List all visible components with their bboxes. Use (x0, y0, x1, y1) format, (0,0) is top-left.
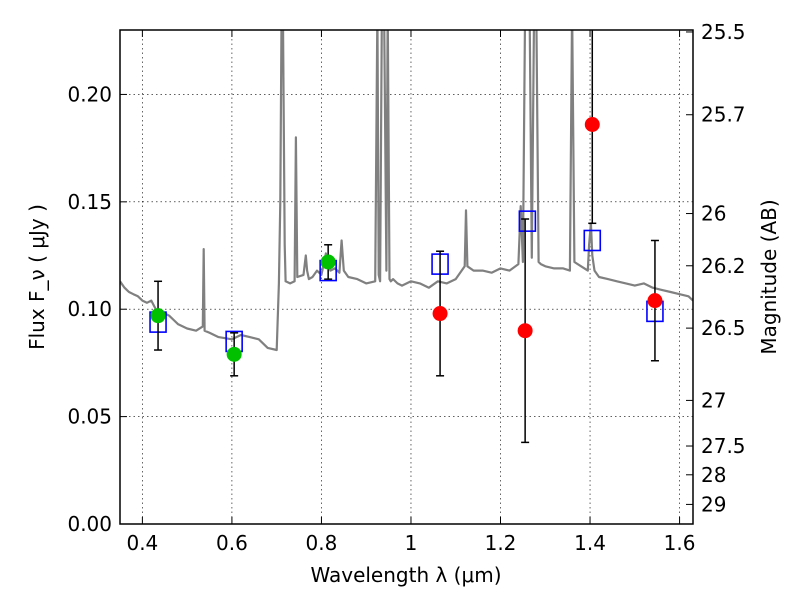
space-photometry-point (517, 323, 533, 339)
space-photometry-point (584, 117, 600, 133)
grid (120, 30, 693, 525)
y-axis-title: Flux F_ν ( μJy ) (25, 204, 49, 350)
ground-photometry-point (150, 308, 166, 324)
x-tick-label: 1.2 (485, 531, 517, 555)
magnitude-tick-label: 27 (701, 388, 726, 412)
model-box (583, 229, 602, 252)
y-tick-label: 0.00 (67, 512, 112, 536)
ground-photometry-point (320, 254, 336, 270)
magnitude-axis-title: Magnitude (AB) (757, 199, 781, 354)
x-tick-label: 0.6 (216, 531, 248, 555)
magnitude-tick-label: 26 (701, 202, 726, 226)
y-axis-ticks: 0.00 0.05 0.10 0.15 0.20 (67, 82, 127, 536)
magnitude-tick-label: 27.5 (701, 434, 746, 458)
space-photometry-point (647, 293, 663, 309)
x-axis-title: Wavelength λ (μm) (310, 563, 501, 587)
x-tick-label: 1 (405, 531, 418, 555)
magnitude-tick-label: 25.7 (701, 103, 746, 127)
magnitude-tick-label: 29 (701, 492, 726, 516)
magnitude-tick-label: 26.2 (701, 254, 746, 278)
y-tick-label: 0.05 (67, 405, 112, 429)
y-tick-label: 0.10 (67, 297, 112, 321)
y-tick-label: 0.20 (67, 82, 112, 106)
y-tick-label: 0.15 (67, 190, 112, 214)
x-tick-label: 0.8 (306, 531, 338, 555)
model-box (518, 210, 537, 232)
x-tick-label: 0.4 (126, 531, 158, 555)
x-axis-ticks: 0.4 0.6 0.8 1 1.2 1.4 1.6 (126, 30, 695, 555)
plot-background (120, 30, 693, 524)
ground-photometry-point (226, 346, 242, 362)
space-photometry-point (432, 306, 448, 322)
plot-frame (119, 29, 694, 525)
template-spectrum (120, 30, 693, 352)
spectrum-line (120, 30, 693, 352)
magnitude-axis-ticks: 25.5 25.7 26 26.2 26.5 27 27.5 28 29 (686, 20, 746, 516)
magnitude-tick-label: 28 (701, 463, 726, 487)
x-tick-label: 1.4 (574, 531, 606, 555)
photometry-points (150, 117, 663, 362)
x-tick-label: 1.6 (664, 531, 696, 555)
magnitude-tick-label: 25.5 (701, 20, 746, 44)
magnitude-tick-label: 26.5 (701, 316, 746, 340)
